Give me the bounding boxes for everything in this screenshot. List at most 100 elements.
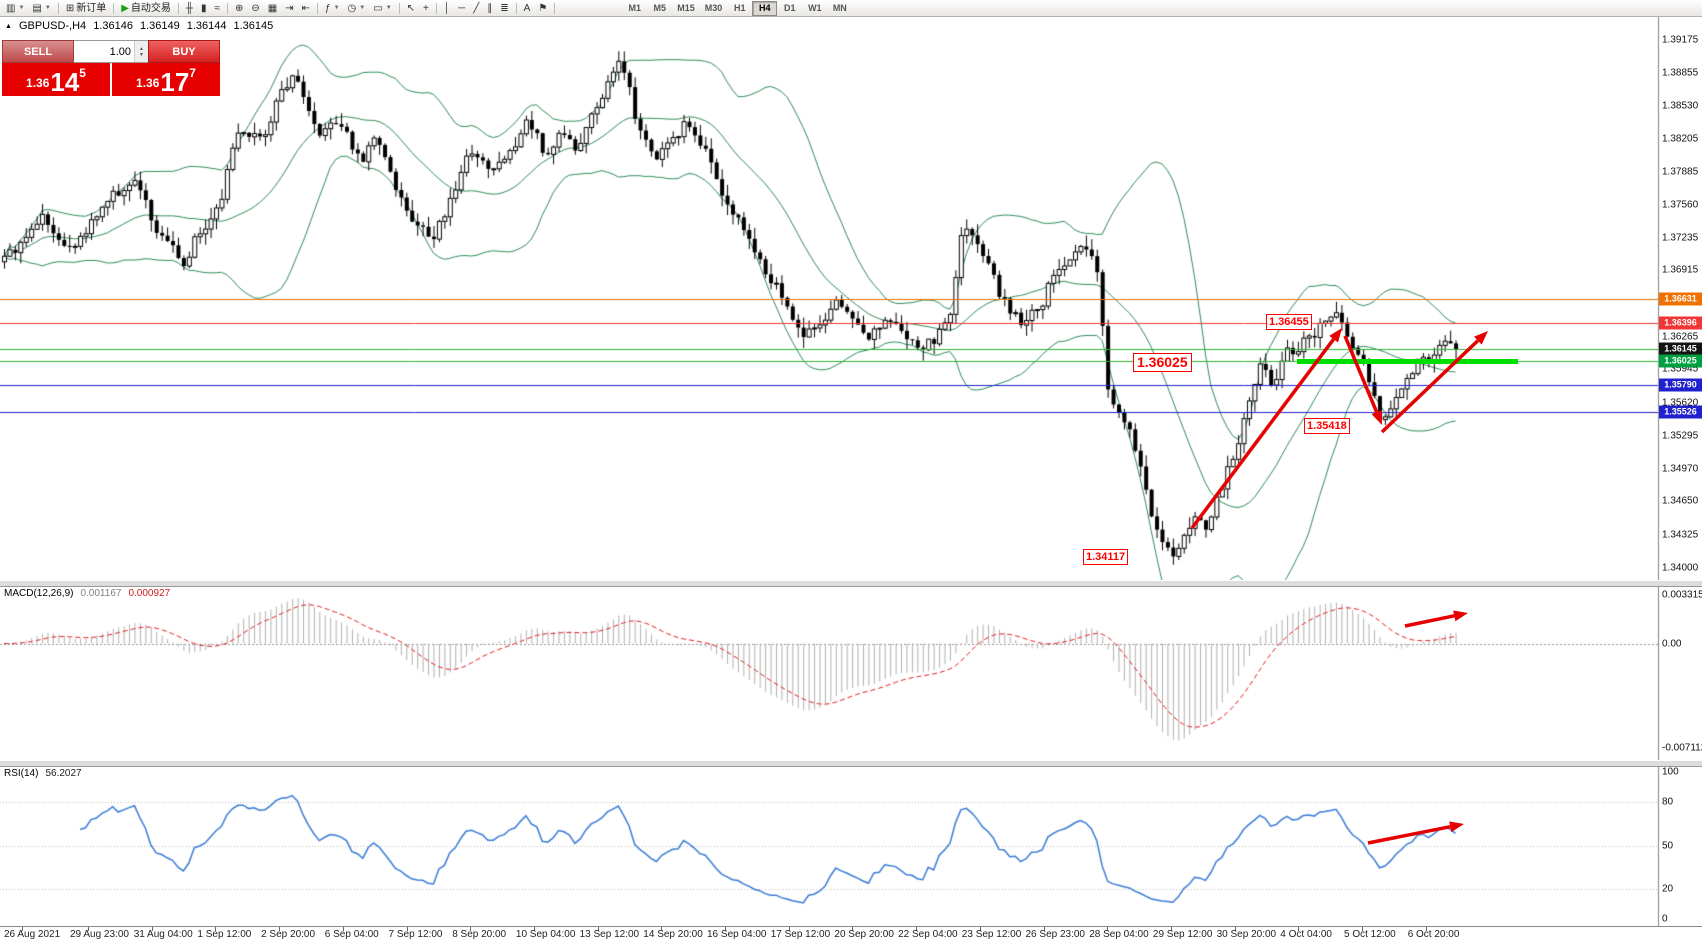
price-tick-label: 1.38855 <box>1662 67 1699 79</box>
time-tick-label: 10 Sep 04:00 <box>515 929 576 940</box>
periods-button[interactable]: ◷ ▼ <box>344 1 370 16</box>
buy-button[interactable]: BUY <box>148 40 220 63</box>
price-axis[interactable]: 1.39175 1.38855 1.38530 1.38205 1.37885 1.375… <box>1659 0 1702 942</box>
price-tick-label: 1.36265 <box>1662 331 1699 343</box>
price-tick-label: 1.37885 <box>1662 166 1699 178</box>
tile-windows-button[interactable]: ▦ <box>264 1 281 16</box>
time-tick <box>1170 927 1172 931</box>
text-label-button[interactable]: A <box>520 1 535 16</box>
panel-splitter[interactable] <box>0 580 1702 587</box>
time-tick <box>533 927 535 931</box>
price-tick-label: 1.35295 <box>1662 430 1699 442</box>
rsi-scale-label: 20 <box>1662 883 1674 895</box>
time-tick <box>406 927 408 931</box>
templates-button[interactable]: ▭ ▼ <box>369 1 395 16</box>
collapse-triangle-icon[interactable]: ▲ <box>5 22 12 30</box>
lot-increase-button[interactable]: ▲ <box>139 45 144 52</box>
zoom-in-icon: ⊕ <box>235 2 244 14</box>
indicators-button[interactable]: ƒ ▼ <box>321 1 344 16</box>
lot-decrease-button[interactable]: ▼ <box>139 51 144 58</box>
price-annotation[interactable]: 1.36025 <box>1133 353 1192 372</box>
chart-shift-button[interactable]: ⇤ <box>298 1 314 16</box>
price-annotation[interactable]: 1.35418 <box>1304 418 1350 434</box>
line-chart-button[interactable]: ≈ <box>211 1 225 16</box>
time-axis[interactable]: 26 Aug 2021 29 Aug 23:00 31 Aug 04:00 1 Sep… <box>0 926 1702 942</box>
macd-scale-label: 0.00 <box>1662 638 1682 650</box>
vertical-line-button[interactable]: │ <box>440 1 454 16</box>
time-tick-label: 7 Sep 12:00 <box>388 929 443 940</box>
lot-size-input[interactable] <box>74 41 134 62</box>
new-chart-button[interactable]: ▥ ▼ <box>2 1 28 16</box>
cursor-button[interactable]: ↖ <box>403 1 419 16</box>
new-order-button[interactable]: ⊞ 新订单 <box>62 1 110 16</box>
templates-icon: ▭ <box>373 2 383 14</box>
horizontal-line-button[interactable]: ─ <box>454 1 469 16</box>
fibonacci-retracement-button[interactable]: ≣ <box>496 1 512 16</box>
timeframe-m1-button[interactable]: M1 <box>622 1 647 16</box>
toolbar-separator <box>515 2 517 14</box>
time-tick-label: 28 Sep 04:00 <box>1089 929 1149 940</box>
price-tick-label: 1.35945 <box>1662 363 1699 375</box>
tile-windows-icon: ▦ <box>267 2 278 14</box>
chevron-down-icon: ▼ <box>359 5 366 11</box>
price-tick-label: 1.34970 <box>1662 463 1699 475</box>
price-badge: 1.36396 <box>1659 316 1702 330</box>
timeframe-d1-button[interactable]: D1 <box>777 1 802 16</box>
price-badge: 1.36025 <box>1659 354 1702 368</box>
auto-scroll-button[interactable]: ⇥ <box>281 1 297 16</box>
candlestick-chart-button[interactable]: ▮ <box>197 1 211 16</box>
rsi-indicator-label: RSI(14) 56.2027 <box>4 768 82 779</box>
price-tick-label: 1.37235 <box>1662 232 1699 244</box>
bar-chart-icon: ╫ <box>185 2 193 14</box>
time-tick <box>22 927 23 931</box>
time-tick <box>1425 927 1427 931</box>
autotrading-button[interactable]: ▶ 自动交易 <box>117 1 175 16</box>
time-tick-label: 26 Aug 2021 <box>4 929 61 940</box>
time-tick-label: 1 Sep 12:00 <box>197 929 252 940</box>
price-annotation[interactable]: 1.34117 <box>1083 549 1129 565</box>
timeframe-mn-button[interactable]: MN <box>827 1 852 16</box>
rsi-name: RSI(14) <box>4 768 39 779</box>
profiles-button[interactable]: ▤ ▼ <box>28 1 54 16</box>
price-tick-label: 1.34000 <box>1662 562 1699 574</box>
bar-chart-button[interactable]: ╫ <box>182 1 197 16</box>
bid-big-digits: 14 <box>50 67 80 97</box>
trendline-button[interactable]: ╱ <box>469 1 483 16</box>
panel-splitter[interactable] <box>0 760 1702 767</box>
zoom-in-button[interactable]: ⊕ <box>231 1 247 16</box>
time-tick-label: 4 Oct 04:00 <box>1280 929 1332 940</box>
line-chart-icon: ≈ <box>214 2 221 14</box>
arrow-objects-button[interactable]: ⚑ <box>534 1 551 16</box>
time-tick-label: 13 Sep 12:00 <box>579 929 640 940</box>
timeframe-m5-button[interactable]: M5 <box>647 1 672 16</box>
price-annotation[interactable]: 1.36455 <box>1266 314 1312 330</box>
price-badge: 1.36145 <box>1659 342 1702 356</box>
equidistant-channel-button[interactable]: ∥ <box>483 1 496 16</box>
price-tick-label: 1.35620 <box>1662 397 1699 409</box>
ask-pipette: 7 <box>189 66 196 80</box>
ohlc-close: 1.36145 <box>233 20 274 32</box>
ask-price-button[interactable]: 1.36 17 7 <box>112 63 220 96</box>
time-tick <box>151 927 153 931</box>
timeframe-m30-button[interactable]: M30 <box>700 1 728 16</box>
timeframe-w1-button[interactable]: W1 <box>802 1 827 16</box>
sell-button[interactable]: SELL <box>2 40 74 63</box>
support-line-segment[interactable] <box>1297 359 1518 365</box>
chevron-down-icon: ▼ <box>18 5 25 11</box>
timeframe-h1-button[interactable]: H1 <box>727 1 752 16</box>
text-label-icon: A <box>523 2 531 14</box>
timeframe-h4-button[interactable]: H4 <box>752 0 778 16</box>
rsi-scale-label: 0 <box>1662 913 1668 925</box>
timeframe-m15-button[interactable]: M15 <box>672 1 700 16</box>
time-tick <box>979 927 981 931</box>
time-tick-label: 6 Sep 04:00 <box>324 929 379 940</box>
horizontal-line-icon: ─ <box>458 2 466 14</box>
zoom-out-button[interactable]: ⊖ <box>247 1 263 16</box>
time-tick <box>916 927 918 931</box>
crosshair-button[interactable]: + <box>419 1 433 16</box>
time-tick-label: 22 Sep 04:00 <box>898 929 958 940</box>
bid-price-button[interactable]: 1.36 14 5 <box>2 63 110 96</box>
new-order-label: 新订单 <box>76 2 107 14</box>
